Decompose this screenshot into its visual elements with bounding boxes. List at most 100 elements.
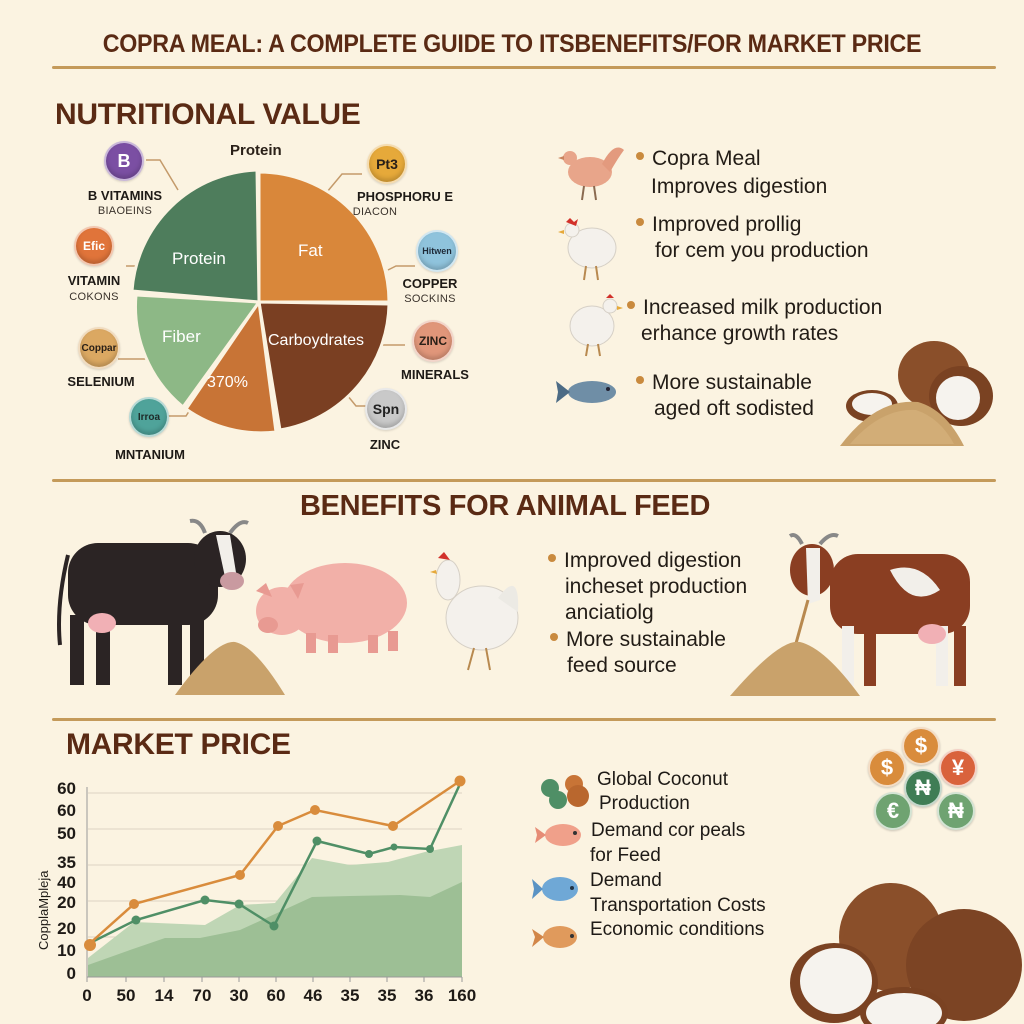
market-price-heading: MARKET PRICE	[66, 728, 291, 761]
hen-icon	[558, 218, 617, 281]
list-item: feed source	[567, 654, 677, 677]
nutrient-b-vitamins-sub: BIAOEINS	[97, 205, 153, 217]
bullet-icon	[548, 554, 556, 563]
b-vitamins-badge-icon: B	[104, 141, 144, 181]
factor-transportation-costs: Transportation Costs	[590, 895, 766, 916]
naira-coin-icon: ₦	[904, 769, 942, 807]
black-cow-icon	[57, 518, 249, 685]
iron-badge-icon: Irroa	[129, 397, 169, 437]
section-divider-1	[52, 479, 996, 482]
list-item: Improved digestion	[548, 548, 741, 574]
header-divider	[52, 66, 996, 69]
y-tick: 60	[57, 801, 76, 820]
x-tick: 60	[266, 986, 286, 1005]
coconut-cluster-icon	[541, 775, 589, 809]
dollar-coin-icon: $	[868, 749, 906, 787]
list-item: for cem you production	[655, 239, 869, 262]
chicken-icon	[569, 294, 623, 357]
phosphorus-badge-icon: Pt3	[367, 144, 407, 184]
nutrient-selenium: SELENIUM	[67, 374, 135, 389]
y-tick: 60	[57, 779, 76, 798]
pie-slice-fiber-label: Fiber	[162, 327, 201, 346]
copper-badge-icon: Hitwen	[416, 230, 458, 272]
bullet-icon	[627, 301, 635, 310]
orange-fish-icon	[532, 926, 577, 948]
x-tick: 35	[377, 986, 397, 1005]
factor-demand: Demand	[590, 870, 662, 891]
selenium-badge-icon: Coppar	[78, 327, 120, 369]
pie-slice-percent-label: 370%	[207, 374, 248, 391]
section-divider-2	[52, 718, 996, 721]
feed-pile-icon	[175, 641, 285, 695]
factor-global-coconut-line2: Production	[599, 793, 690, 814]
y-tick: 50	[57, 824, 76, 843]
pie-slice-protein-label: Protein	[172, 249, 226, 268]
fish-icon	[556, 381, 616, 403]
bullet-icon	[550, 633, 558, 642]
list-item: Improves digestion	[651, 175, 828, 198]
y-tick: 10	[57, 941, 76, 960]
x-tick: 14	[154, 986, 174, 1005]
list-item: incheset production	[565, 575, 748, 598]
x-tick: 36	[414, 986, 434, 1005]
coconuts-illustration	[790, 883, 1022, 1024]
list-item: erhance growth rates	[641, 322, 839, 345]
y-tick: 20	[57, 919, 76, 938]
list-item: anciatiolg	[565, 601, 654, 624]
nutrient-phosphorus-sub: DIACON	[352, 206, 398, 218]
page-title: COPRA MEAL: A COMPLETE GUIDE TO ITSBENEF…	[102, 30, 922, 58]
bullet-icon	[636, 376, 644, 385]
list-item: Copra Meal	[636, 146, 761, 172]
y-tick: 35	[57, 853, 76, 872]
x-tick: 30	[229, 986, 249, 1005]
euro-coin-icon: €	[874, 792, 912, 830]
nutrient-mntanium: MNTANIUM	[115, 447, 185, 462]
nutrient-vitamin-sub: COKONS	[69, 291, 119, 303]
vitamin-badge-icon: Efic	[74, 226, 114, 266]
nutrient-copper-sub: SOCKINS	[404, 293, 456, 305]
factor-economic-conditions: Economic conditions	[590, 919, 765, 940]
nutritional-value-heading: NUTRITIONAL VALUE	[55, 98, 361, 131]
pink-fish-icon	[535, 824, 581, 846]
pie-slice-carbohydrates-label: Carboydrates	[268, 332, 365, 349]
x-tick: 50	[116, 986, 136, 1005]
pie-top-label: Protein	[230, 142, 282, 159]
x-tick: 0	[82, 986, 92, 1005]
list-item: More sustainable	[550, 627, 726, 653]
list-item: Improved prollig	[636, 212, 801, 238]
nutrient-vitamin: VITAMIN	[67, 273, 121, 288]
pie-slice-fat-label: Fat	[298, 241, 323, 260]
y-tick: 0	[66, 964, 76, 983]
blue-fish-icon	[532, 877, 578, 901]
factor-global-coconut: Global Coconut	[597, 769, 728, 790]
list-item: More sustainable	[636, 370, 812, 396]
dollar-coin-icon: $	[902, 727, 940, 765]
coconut-copra-illustration	[840, 341, 993, 446]
animal-feed-heading: BENEFITS FOR ANIMAL FEED	[300, 490, 711, 522]
feed-pile-icon	[730, 641, 860, 696]
nutrient-minerals: MINERALS	[401, 367, 469, 382]
nutrient-phosphorus: PHOSPHORU E	[356, 189, 454, 204]
pig-icon	[256, 563, 407, 653]
y-tick: 20	[57, 893, 76, 912]
rooster-icon	[558, 147, 624, 201]
x-tick: 35	[340, 986, 360, 1005]
factor-demand-feed-line2: for Feed	[590, 845, 661, 866]
list-item: aged oft sodisted	[654, 397, 814, 420]
yen-coin-icon: ¥	[939, 749, 977, 787]
x-tick: 70	[192, 986, 212, 1005]
bullet-icon	[636, 152, 644, 161]
list-item: Increased milk production	[627, 295, 882, 321]
naira-coin-icon: ₦	[937, 792, 975, 830]
zinc-spn-badge-icon: Spn	[365, 388, 407, 430]
nutrient-copper: COPPER	[402, 276, 458, 291]
factor-demand-feed: Demand cor peals	[591, 820, 746, 841]
x-tick: 160	[447, 986, 477, 1005]
white-hen-icon	[430, 552, 519, 671]
nutrient-zinc: ZINC	[369, 437, 401, 452]
zinc-badge-icon: ZINC	[412, 320, 454, 362]
y-tick: 40	[57, 873, 76, 892]
x-tick: 46	[303, 986, 323, 1005]
